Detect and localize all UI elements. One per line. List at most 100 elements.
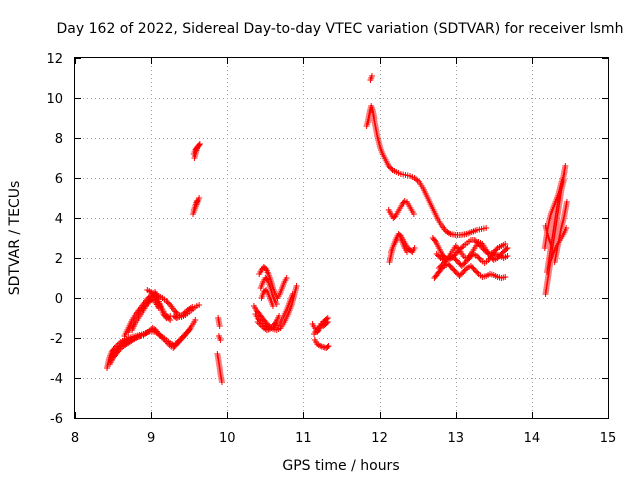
data-point bbox=[474, 269, 481, 276]
data-point bbox=[462, 266, 469, 273]
data-point bbox=[447, 263, 454, 270]
y-tick-label: -2 bbox=[50, 332, 63, 347]
y-axis-tick-labels: -6 -4 -2 0 2 4 6 8 10 12 bbox=[46, 52, 63, 427]
data-point bbox=[438, 262, 445, 269]
data-point bbox=[386, 164, 393, 171]
x-axis-label: GPS time / hours bbox=[282, 458, 399, 474]
data-point bbox=[471, 267, 478, 273]
plot-frame bbox=[74, 57, 609, 419]
data-point bbox=[485, 257, 492, 263]
data-point bbox=[170, 345, 177, 351]
data-point bbox=[218, 379, 225, 385]
data-point bbox=[463, 257, 470, 264]
data-point bbox=[451, 267, 458, 274]
data-point bbox=[165, 300, 172, 307]
data-point bbox=[499, 249, 506, 256]
y-tick-label: 2 bbox=[55, 252, 63, 267]
data-point bbox=[164, 299, 171, 306]
data-point bbox=[492, 247, 499, 254]
data-point bbox=[194, 144, 201, 150]
y-tick-label: 8 bbox=[55, 132, 63, 147]
x-tick-label: 13 bbox=[447, 431, 464, 446]
data-point bbox=[269, 303, 276, 309]
y-tick-label: 12 bbox=[46, 52, 63, 67]
x-tick-label: 10 bbox=[219, 431, 236, 446]
data-marks bbox=[103, 73, 570, 385]
data-point bbox=[466, 255, 473, 261]
data-point bbox=[437, 263, 444, 270]
x-tick-label: 11 bbox=[295, 431, 312, 446]
data-point bbox=[502, 241, 509, 247]
axis-ticks bbox=[75, 58, 609, 419]
data-point bbox=[502, 274, 509, 280]
data-point bbox=[473, 268, 480, 275]
data-point bbox=[504, 245, 511, 251]
data-point bbox=[144, 301, 151, 307]
data-point bbox=[403, 249, 410, 255]
data-point bbox=[548, 243, 555, 249]
data-point bbox=[459, 244, 466, 251]
data-point bbox=[187, 325, 194, 331]
y-tick-label: -4 bbox=[50, 372, 63, 387]
data-point bbox=[436, 253, 443, 260]
data-point bbox=[504, 253, 511, 259]
data-point bbox=[469, 264, 476, 271]
data-point bbox=[171, 343, 178, 350]
data-point bbox=[451, 255, 458, 261]
x-tick-label: 14 bbox=[524, 431, 541, 446]
y-axis-label: SDTVAR / TECUs bbox=[7, 181, 23, 296]
data-point bbox=[276, 313, 283, 319]
data-point bbox=[388, 165, 395, 172]
data-point bbox=[448, 265, 455, 271]
data-point bbox=[324, 319, 331, 325]
data-point bbox=[470, 265, 477, 272]
data-point bbox=[461, 260, 468, 267]
data-point bbox=[293, 283, 300, 289]
data-point bbox=[145, 299, 152, 306]
data-point bbox=[453, 244, 460, 251]
data-point bbox=[455, 245, 462, 252]
data-point bbox=[163, 298, 170, 304]
data-point bbox=[562, 163, 569, 169]
data-point bbox=[325, 343, 332, 349]
data-point bbox=[434, 252, 441, 259]
data-point bbox=[433, 251, 440, 257]
data-point bbox=[456, 260, 463, 267]
data-point bbox=[283, 275, 290, 281]
data-point bbox=[561, 169, 568, 175]
data-point bbox=[474, 253, 481, 259]
data-point bbox=[452, 243, 459, 249]
data-point bbox=[371, 115, 378, 121]
x-tick-label: 15 bbox=[600, 431, 617, 446]
data-point bbox=[445, 261, 452, 267]
data-point bbox=[467, 263, 474, 269]
data-point bbox=[289, 291, 296, 297]
data-point bbox=[465, 256, 472, 263]
data-point bbox=[454, 259, 461, 265]
data-point bbox=[452, 269, 459, 275]
data-point bbox=[216, 323, 223, 329]
data-point bbox=[196, 302, 203, 308]
y-tick-label: -6 bbox=[50, 412, 63, 427]
data-point bbox=[471, 237, 478, 243]
data-point bbox=[486, 255, 493, 262]
data-point bbox=[442, 258, 449, 265]
data-point bbox=[563, 199, 570, 205]
x-tick-label: 8 bbox=[71, 431, 79, 446]
data-point bbox=[217, 337, 224, 343]
data-point bbox=[193, 198, 200, 204]
data-point bbox=[453, 257, 460, 264]
data-point bbox=[167, 317, 174, 323]
y-tick-label: 10 bbox=[46, 92, 63, 107]
data-point bbox=[385, 163, 392, 169]
data-point bbox=[446, 262, 453, 269]
data-point bbox=[459, 270, 466, 277]
y-tick-label: 6 bbox=[55, 172, 63, 187]
data-point bbox=[462, 259, 469, 265]
data-point bbox=[324, 344, 331, 350]
data-point bbox=[115, 348, 122, 355]
data-point bbox=[483, 225, 490, 231]
data-point bbox=[172, 308, 179, 315]
